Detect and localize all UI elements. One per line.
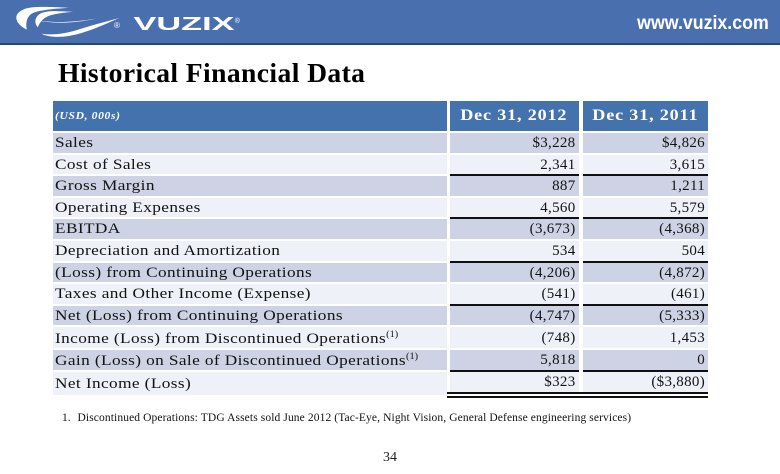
svg-text:®: ® — [114, 21, 120, 30]
svg-text:®: ® — [235, 17, 241, 25]
svg-text:VUZIX: VUZIX — [134, 14, 235, 34]
